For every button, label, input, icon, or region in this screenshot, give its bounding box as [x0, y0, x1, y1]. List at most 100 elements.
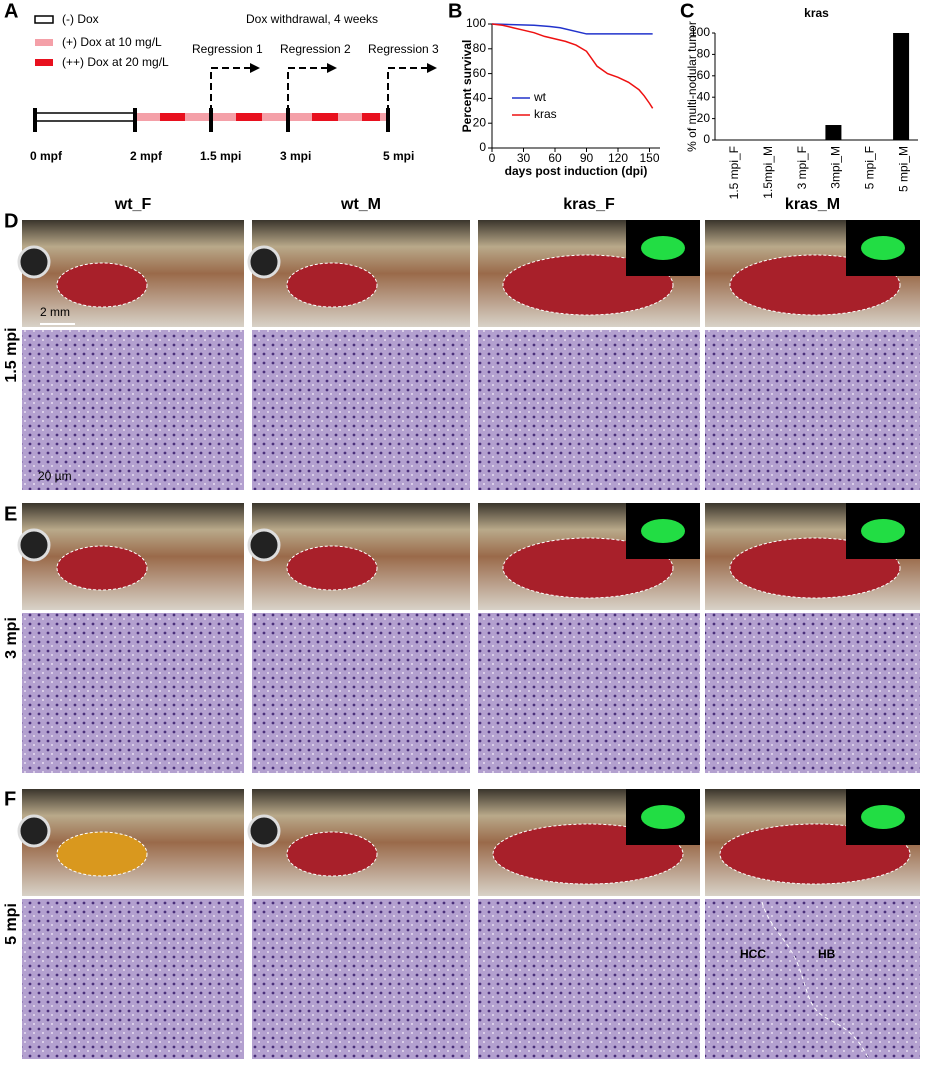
histology: [478, 899, 700, 1059]
legend-swatch: [35, 59, 53, 66]
gfp-liver: [861, 519, 905, 543]
x-tick-label: 3mpi_M: [829, 146, 843, 189]
histology: [478, 330, 700, 490]
y-tick-label: 0: [703, 132, 710, 146]
liver: [56, 262, 148, 308]
x-tick-label: 90: [580, 151, 594, 165]
regression-label: Regression 3: [368, 42, 439, 56]
x-tick-label: 1.5mpi_M: [761, 146, 775, 199]
y-tick-label: 40: [697, 89, 711, 103]
survival-line: [491, 23, 654, 109]
x-tick-label: 5 mpi_M: [896, 146, 910, 192]
liver: [56, 545, 148, 591]
gfp-liver: [861, 236, 905, 260]
y-tick-label: 20: [697, 111, 711, 125]
chart-title: kras: [804, 6, 829, 20]
image-grid: wt_F wt_M kras_F kras_M 1.5 mpi 3 mpi 5 mpi 2 m…: [3, 196, 920, 1063]
eye: [247, 528, 281, 562]
y-tick-label: 80: [697, 47, 711, 61]
histology: [705, 899, 920, 1059]
liver: [286, 545, 378, 591]
eye: [17, 528, 51, 562]
liver: [286, 262, 378, 308]
scale-label: 2 mm: [40, 305, 70, 319]
panel-a: A (-) Dox (+) Dox at 10 mg/L (++) Dox at…: [4, 0, 439, 163]
timeline-label: 2 mpf: [130, 149, 163, 163]
column-header: kras_M: [785, 196, 840, 213]
x-tick-label: 30: [517, 151, 531, 165]
panel-label: D: [4, 210, 18, 232]
panel-label: F: [4, 788, 16, 810]
scale-label: 20 µm: [38, 469, 72, 483]
timeline-label: 1.5 mpi: [200, 149, 241, 163]
bar: [825, 125, 842, 140]
x-tick-label: 1.5 mpi_F: [727, 146, 741, 199]
panel-label: E: [4, 503, 17, 525]
legend-text: (-) Dox: [62, 12, 99, 26]
legend-text: (+) Dox at 10 mg/L: [62, 35, 162, 49]
histology: [22, 613, 244, 773]
timeline-label: 3 mpi: [280, 149, 311, 163]
header: Dox withdrawal, 4 weeks: [246, 12, 378, 26]
y-axis-label: % of multi-nodular tumor: [685, 21, 699, 152]
y-tick-label: 100: [690, 25, 710, 39]
histology: [705, 613, 920, 773]
panel-label: B: [448, 0, 462, 22]
panel-label: A: [4, 0, 18, 22]
regression-label: Regression 1: [192, 42, 263, 56]
histology: [252, 613, 470, 773]
eye: [247, 814, 281, 848]
x-tick-label: 3 mpi_F: [795, 146, 809, 189]
histology: [705, 330, 920, 490]
x-tick-label: 120: [608, 151, 628, 165]
legend-swatch: [34, 15, 54, 24]
boundary: [761, 901, 871, 1063]
y-tick-label: 80: [473, 41, 487, 55]
panel-label: C: [680, 0, 694, 22]
legend-text: (++) Dox at 20 mg/L: [62, 55, 169, 69]
timeline-label: 5 mpi: [383, 149, 414, 163]
histology: [22, 899, 244, 1059]
bar: [893, 33, 910, 140]
gfp-liver: [641, 236, 685, 260]
legend-swatch: [35, 39, 53, 46]
gfp-liver: [641, 805, 685, 829]
x-tick-label: 5 mpi_F: [862, 146, 876, 189]
axis: [714, 33, 918, 141]
row-label: 1.5 mpi: [3, 327, 20, 382]
eye: [17, 245, 51, 279]
y-axis-label: Percent survival: [460, 40, 474, 133]
y-tick-label: 0: [479, 140, 486, 154]
histology: [22, 330, 244, 490]
y-tick-label: 40: [473, 91, 487, 105]
histology: [252, 899, 470, 1059]
gfp-liver: [861, 805, 905, 829]
eye: [247, 245, 281, 279]
x-tick-label: 0: [489, 151, 496, 165]
timeline-label: 0 mpf: [30, 149, 63, 163]
liver: [286, 831, 378, 877]
survival-line: [491, 23, 653, 35]
x-tick-label: 150: [639, 151, 659, 165]
eye: [17, 814, 51, 848]
y-tick-label: 20: [473, 115, 487, 129]
regression-label: Regression 2: [280, 42, 351, 56]
column-header: kras_F: [563, 196, 615, 213]
liver: [56, 831, 148, 877]
histology: [478, 613, 700, 773]
y-tick-label: 60: [473, 66, 487, 80]
legend-text: kras: [534, 107, 557, 121]
row-label: 5 mpi: [3, 903, 20, 945]
column-header: wt_M: [340, 196, 381, 213]
column-header: wt_F: [114, 196, 152, 213]
region-label: HCC: [740, 947, 766, 961]
legend-text: wt: [533, 90, 547, 104]
x-axis-label: days post induction (dpi): [505, 164, 648, 178]
row-label: 3 mpi: [3, 617, 20, 659]
y-tick-label: 100: [466, 16, 486, 30]
histology: [252, 330, 470, 490]
y-tick-label: 60: [697, 68, 711, 82]
region-label: HB: [818, 947, 836, 961]
gfp-liver: [641, 519, 685, 543]
